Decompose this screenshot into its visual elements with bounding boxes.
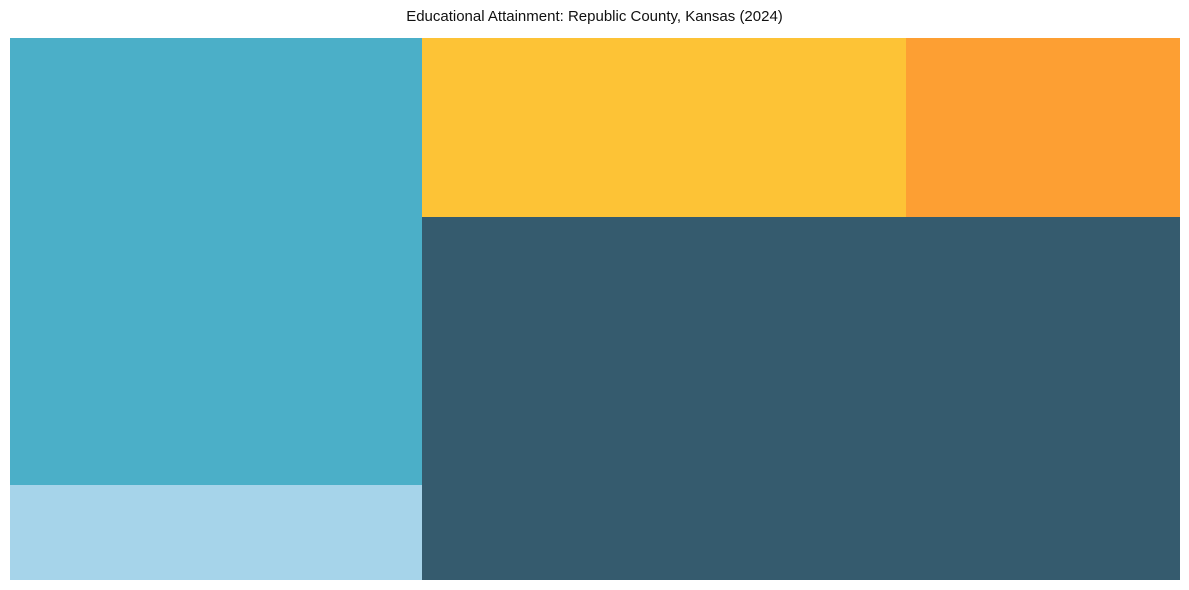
treemap-tile <box>422 38 906 217</box>
treemap-tile <box>10 485 422 580</box>
treemap-tile <box>10 38 422 485</box>
chart-title: Educational Attainment: Republic County,… <box>406 8 783 25</box>
treemap-tile <box>906 38 1180 217</box>
treemap-tile <box>422 217 1180 580</box>
treemap <box>10 38 1180 580</box>
